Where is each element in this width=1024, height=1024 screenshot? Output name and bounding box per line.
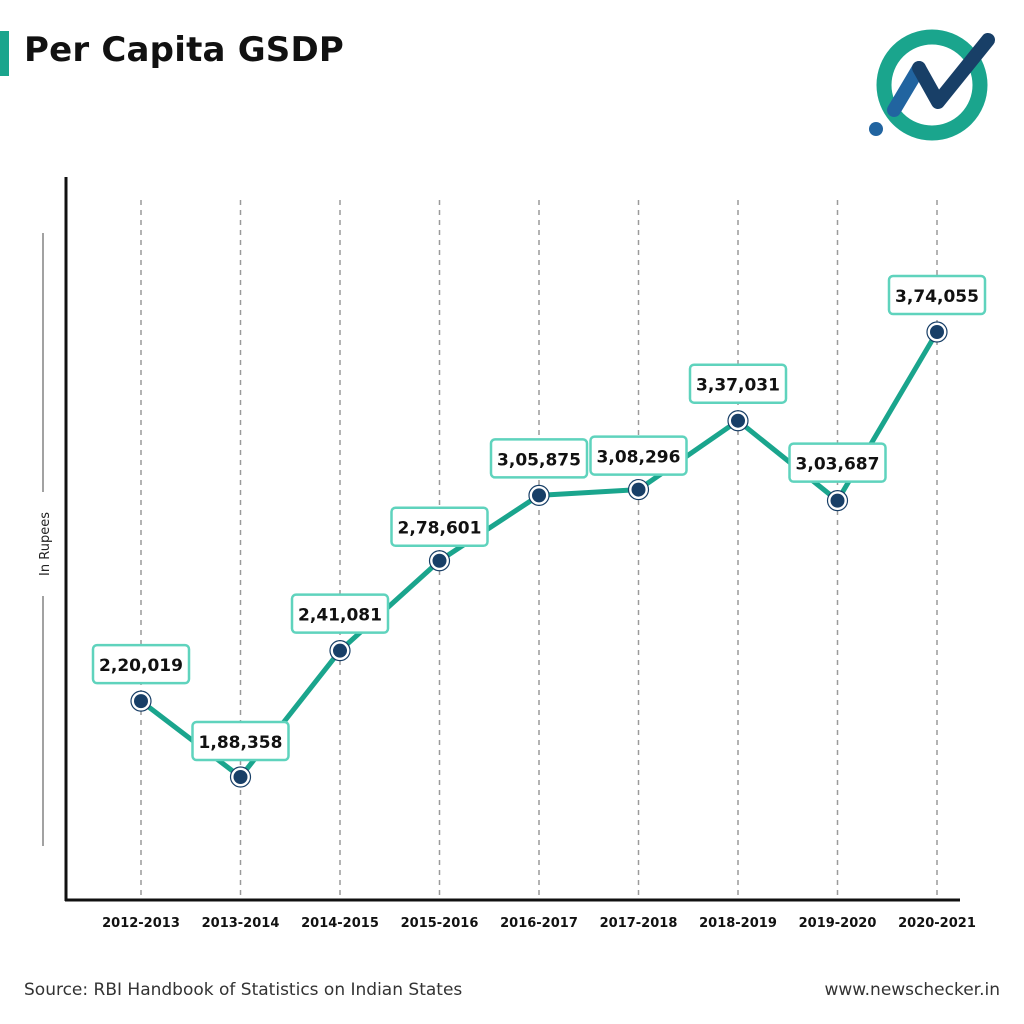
data-point xyxy=(528,484,550,506)
data-point-dot xyxy=(631,482,646,497)
x-tick-label: 2015-2016 xyxy=(401,916,479,931)
x-tick-labels: 2012-2013 2013-2014 2014-2015 2015-2016 2016… xyxy=(102,916,976,931)
data-point-dot xyxy=(830,493,845,508)
data-label-text: 3,37,031 xyxy=(696,376,780,396)
x-tick-label: 2018-2019 xyxy=(699,916,777,931)
data-label: 1,88,358 xyxy=(191,720,290,762)
data-label-text: 2,78,601 xyxy=(398,519,482,539)
data-point xyxy=(428,550,451,572)
data-point-dot xyxy=(930,325,944,339)
data-label-text: 3,74,055 xyxy=(895,287,979,307)
gridlines xyxy=(140,200,938,897)
data-point xyxy=(826,490,849,512)
data-label-box xyxy=(788,442,887,483)
data-label-text: 2,41,081 xyxy=(298,606,382,626)
data-label-text: 1,88,358 xyxy=(199,733,283,753)
logo-ring xyxy=(876,29,988,141)
data-label-box xyxy=(688,363,788,404)
x-tick-label: 2014-2015 xyxy=(301,916,379,931)
data-point-dot xyxy=(233,770,248,784)
data-label-box xyxy=(489,438,589,479)
data-label-text: 3,08,296 xyxy=(597,448,681,468)
x-tick-label: 2013-2014 xyxy=(202,916,280,931)
data-label-box xyxy=(290,593,390,634)
data-label-box xyxy=(390,506,489,547)
y-axis-label: In Rupees xyxy=(38,512,53,576)
website-link[interactable]: www.newschecker.in xyxy=(824,980,1000,1000)
data-label: 3,37,031 xyxy=(688,363,788,404)
data-label-box xyxy=(91,643,191,685)
data-point xyxy=(926,321,948,343)
data-point-dot xyxy=(532,488,546,503)
data-label: 2,20,019 xyxy=(91,643,191,685)
data-point xyxy=(229,766,252,788)
newschecker-logo-icon xyxy=(869,29,995,141)
logo-blue-stroke xyxy=(887,61,926,117)
logo-check-stroke xyxy=(912,33,995,109)
x-tick-label: 2016-2017 xyxy=(500,916,578,931)
data-label: 2,41,081 xyxy=(290,593,390,634)
y-axis-label-group: In Rupees xyxy=(38,233,53,846)
data-label-text: 3,03,687 xyxy=(796,455,880,475)
x-tick-label: 2012-2013 xyxy=(102,916,180,931)
x-tick-label: 2019-2020 xyxy=(799,916,877,931)
data-label-text: 3,05,875 xyxy=(497,450,581,470)
logo-dot xyxy=(869,122,883,136)
data-point xyxy=(130,690,152,712)
x-tick-label: 2020-2021 xyxy=(898,916,976,931)
data-point-dot xyxy=(333,643,347,658)
source-note: Source: RBI Handbook of Statistics on In… xyxy=(24,980,463,1000)
page-title: Per Capita GSDP xyxy=(24,30,345,70)
data-label: 3,74,055 xyxy=(887,274,987,316)
data-label-box xyxy=(191,720,290,762)
data-point-dot xyxy=(134,694,148,709)
data-point-dot xyxy=(731,413,745,428)
data-label-box xyxy=(589,435,688,476)
data-label-text: 2,20,019 xyxy=(99,656,183,676)
x-tick-label: 2017-2018 xyxy=(600,916,678,931)
data-point xyxy=(329,640,351,662)
data-labels: 2,20,019 1,88,358 2,41,081 2,78,601 3,05,875… xyxy=(91,274,987,762)
data-point xyxy=(627,478,650,501)
data-label: 3,05,875 xyxy=(489,438,589,479)
data-point xyxy=(727,410,749,432)
data-label: 2,78,601 xyxy=(390,506,489,547)
data-label: 3,08,296 xyxy=(589,435,688,476)
data-label: 3,03,687 xyxy=(788,442,887,483)
data-point-dot xyxy=(432,553,447,568)
data-points xyxy=(130,321,948,788)
data-label-box xyxy=(887,274,987,316)
title-accent-bar xyxy=(0,31,9,76)
